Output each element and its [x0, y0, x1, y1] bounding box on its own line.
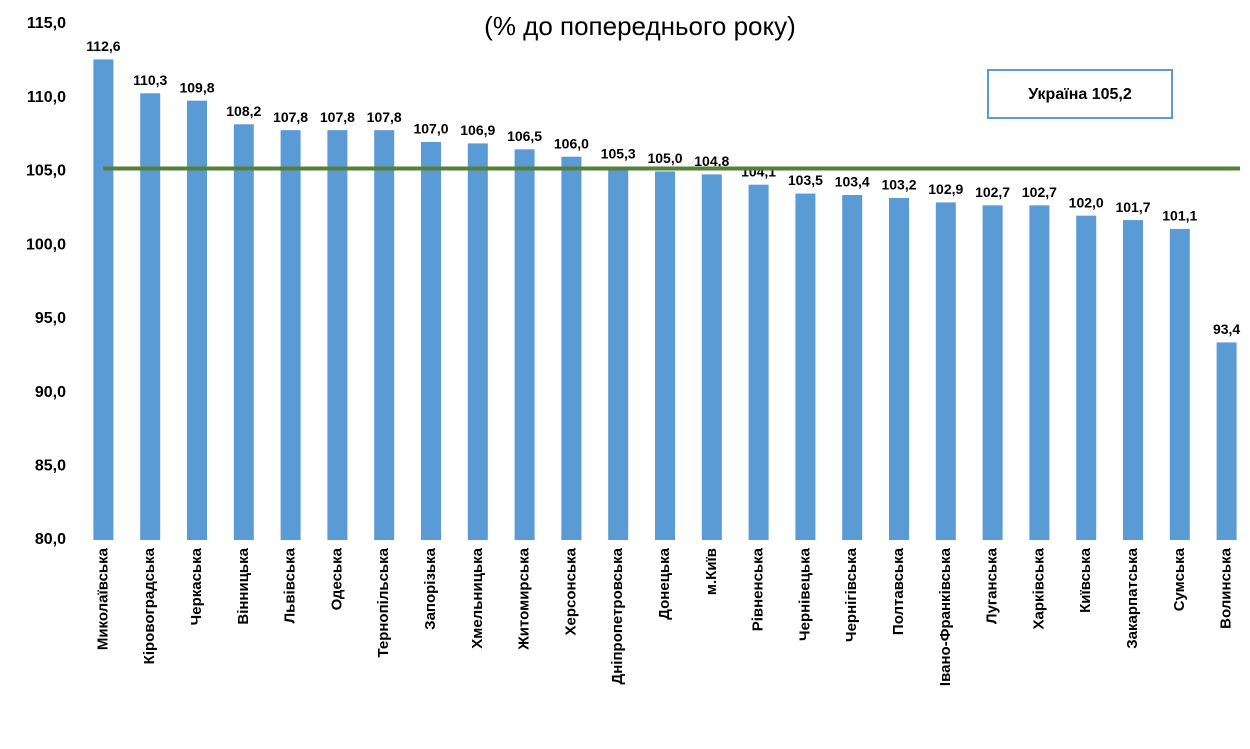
x-tick-label: Рівненська: [750, 547, 767, 631]
data-label: 101,7: [1115, 199, 1150, 215]
x-tick-label: Кіровоградська: [141, 547, 158, 664]
bar: [561, 156, 582, 540]
x-tick-label: Львівська: [282, 547, 299, 623]
bar: [233, 124, 254, 540]
x-tick-label: Чернігівська: [843, 547, 860, 642]
data-label: 107,8: [273, 109, 308, 125]
x-tick-label: Сумська: [1171, 547, 1188, 611]
data-label: 107,8: [367, 109, 402, 125]
data-label: 105,3: [601, 146, 636, 162]
data-label: 101,1: [1162, 208, 1197, 224]
x-tick-label: Дніпропетровська: [609, 547, 626, 684]
x-tick-label: Закарпатська: [1124, 547, 1141, 648]
x-tick-label: Черкаська: [188, 547, 205, 625]
data-label: 106,9: [460, 122, 495, 138]
bar: [1216, 342, 1237, 540]
x-tick-label: Харківська: [1030, 547, 1047, 629]
annotation: Україна 105,2: [1028, 86, 1132, 103]
y-tick-label: 110,0: [27, 89, 66, 106]
x-tick-label: м.Київ: [703, 548, 720, 595]
x-tick-label: Полтавська: [890, 547, 907, 635]
x-tick-label: Тернопільська: [375, 547, 392, 657]
chart-subtitle: (% до попереднього року): [484, 11, 796, 41]
x-tick-label: Чернівецька: [796, 547, 813, 641]
bar: [608, 167, 629, 540]
bar: [280, 130, 301, 541]
bar: [140, 93, 161, 540]
bar: [701, 174, 722, 540]
data-label: 103,2: [881, 177, 916, 193]
bar: [795, 193, 816, 541]
y-tick-label: 90,0: [35, 384, 66, 401]
bar: [93, 59, 114, 540]
data-label: 102,0: [1069, 194, 1104, 210]
bar: [655, 171, 675, 540]
data-label: 107,8: [320, 109, 355, 125]
bar: [467, 143, 488, 540]
y-tick-label: 115,0: [27, 15, 66, 32]
data-label: 110,3: [133, 72, 167, 88]
x-tick-label: Запорізька: [422, 547, 439, 629]
y-tick-label: 95,0: [35, 310, 66, 327]
bar: [421, 141, 441, 540]
data-label: 104,8: [694, 153, 729, 169]
y-tick-label: 85,0: [35, 458, 66, 475]
bar: [842, 195, 863, 540]
x-tick-label: Київська: [1077, 547, 1094, 613]
data-label: 106,0: [554, 135, 589, 151]
data-label: 104,1: [741, 163, 776, 179]
data-label: 105,0: [647, 150, 682, 166]
data-label: 109,8: [179, 79, 214, 95]
data-label: 107,0: [413, 121, 448, 137]
data-label: 102,7: [975, 184, 1010, 200]
x-tick-label: Волинська: [1218, 547, 1235, 629]
data-label: 106,5: [507, 128, 542, 144]
bar: [935, 202, 956, 541]
x-tick-label: Івано-Франківська: [937, 547, 954, 686]
bar: [1029, 205, 1050, 540]
x-tick-label: Херсонська: [562, 547, 579, 635]
bar: [374, 130, 395, 541]
data-label: 112,6: [86, 38, 120, 54]
x-tick-label: Донецька: [656, 547, 673, 619]
x-tick-label: Одеська: [328, 547, 345, 610]
bar: [889, 197, 909, 541]
data-label: 108,2: [226, 103, 261, 119]
bar: [1169, 228, 1190, 540]
data-label: 102,9: [928, 181, 963, 197]
annotation-box: [987, 69, 1173, 119]
data-label: 103,4: [835, 174, 870, 190]
x-tick-label: Хмельницька: [469, 547, 486, 648]
x-tick-label: Луганська: [984, 547, 1001, 624]
x-tick-label: Вінницька: [235, 547, 252, 624]
bar: [327, 130, 348, 541]
bar: [187, 100, 207, 541]
data-label: 93,4: [1213, 321, 1240, 337]
y-tick-label: 80,0: [35, 531, 66, 548]
bar: [748, 184, 769, 540]
bar: [1123, 220, 1143, 540]
y-tick-label: 105,0: [26, 163, 66, 180]
x-tick-label: Житомирська: [516, 547, 533, 650]
data-label: 102,7: [1022, 184, 1057, 200]
bar: [1076, 215, 1097, 540]
data-label: 103,5: [788, 172, 823, 188]
bar: [982, 205, 1003, 540]
bar: [514, 149, 535, 541]
y-tick-label: 100,0: [26, 236, 66, 253]
x-tick-label: Миколаївська: [94, 547, 111, 650]
